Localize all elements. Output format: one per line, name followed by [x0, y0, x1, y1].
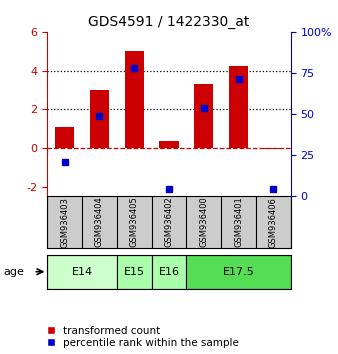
Bar [186, 255, 291, 289]
Text: GSM936400: GSM936400 [199, 197, 208, 247]
Text: E14: E14 [72, 267, 93, 277]
Bar [194, 84, 213, 148]
Text: GSM936405: GSM936405 [130, 197, 139, 247]
Text: GSM936402: GSM936402 [165, 197, 173, 247]
Text: E16: E16 [159, 267, 179, 277]
Text: GSM936403: GSM936403 [60, 197, 69, 247]
Text: age: age [3, 267, 24, 277]
Text: GSM936401: GSM936401 [234, 197, 243, 247]
Legend: transformed count, percentile rank within the sample: transformed count, percentile rank withi… [46, 325, 240, 349]
Title: GDS4591 / 1422330_at: GDS4591 / 1422330_at [88, 16, 250, 29]
Bar [47, 255, 117, 289]
Bar [264, 148, 283, 149]
Bar [125, 51, 144, 148]
Bar [55, 127, 74, 148]
Bar [160, 141, 178, 148]
Text: E17.5: E17.5 [223, 267, 255, 277]
Bar [152, 255, 186, 289]
Text: E15: E15 [124, 267, 145, 277]
Text: GSM936404: GSM936404 [95, 197, 104, 247]
Bar [90, 90, 109, 148]
Bar [229, 66, 248, 148]
Text: GSM936406: GSM936406 [269, 197, 278, 247]
Bar [117, 255, 152, 289]
